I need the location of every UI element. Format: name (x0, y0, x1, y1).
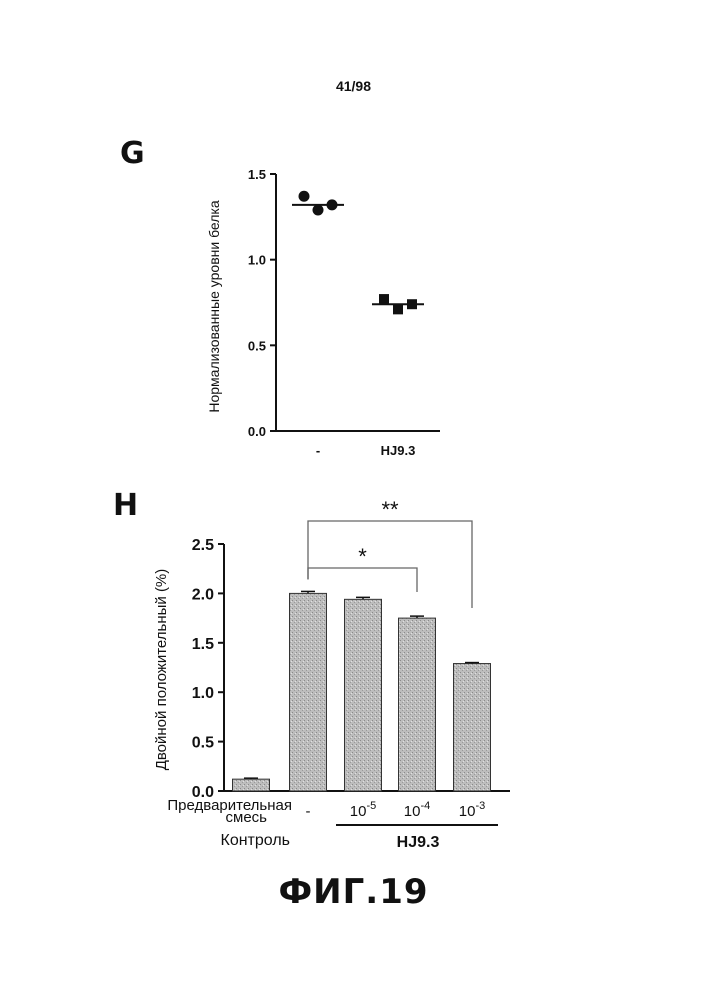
h-y-axis-label: Двойной положительный (%) (153, 569, 170, 771)
h-y-tick-label: 0.5 (192, 735, 214, 752)
h-bar-label: - (306, 803, 311, 820)
h-bar (290, 593, 327, 791)
h-bar (454, 664, 491, 791)
h-significance-label: * (358, 544, 367, 569)
h-bar (345, 599, 382, 791)
h-y-tick-label: 2.0 (192, 586, 214, 603)
h-premix-label-line2: смесь (226, 809, 268, 826)
h-y-tick-label: 1.0 (192, 685, 214, 702)
h-significance-bracket (308, 568, 417, 592)
h-bar-label: 10-5 (350, 800, 376, 820)
h-group-label: HJ9.3 (397, 834, 440, 851)
h-bar-label: 10-3 (459, 800, 485, 820)
h-significance-label: ** (381, 497, 399, 522)
h-y-tick-label: 1.5 (192, 636, 214, 653)
h-control-label: Контроль (221, 832, 291, 849)
h-significance-bracket (308, 521, 472, 608)
h-bar-label: 10-4 (404, 800, 430, 820)
figure-caption: ФИГ.19 (0, 872, 707, 912)
h-y-tick-label: 2.5 (192, 537, 214, 554)
h-bar (233, 779, 270, 791)
h-bar (399, 618, 436, 791)
